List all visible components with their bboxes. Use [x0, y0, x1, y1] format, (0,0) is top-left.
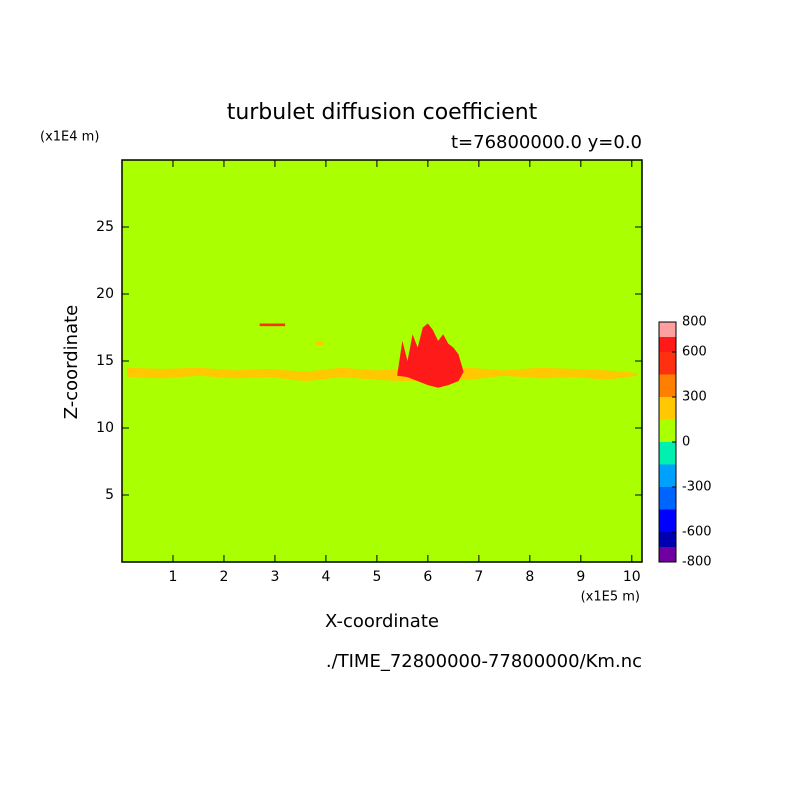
- colorbar-tick-label: 300: [682, 390, 707, 405]
- y-tick-label: 20: [96, 286, 114, 302]
- y-unit: (x1E4 m): [40, 130, 99, 145]
- colorbar-tick-label: 0: [682, 435, 690, 450]
- x-tick-label: 6: [423, 569, 432, 585]
- x-unit: (x1E5 m): [581, 590, 640, 605]
- colorbar-tick-label: -600: [682, 525, 712, 540]
- colorbar-segment: [659, 322, 676, 337]
- background-field: [122, 160, 642, 562]
- x-tick-label: 5: [372, 569, 381, 585]
- colorbar-segment: [659, 509, 676, 532]
- colorbar-tick-label: 800: [682, 315, 707, 330]
- contour-patch: [127, 367, 637, 382]
- colorbar-segment: [659, 442, 676, 465]
- y-tick-label: 25: [96, 219, 114, 235]
- footer: ./TIME_72800000-77800000/Km.nc: [326, 651, 642, 672]
- contour-patch: [259, 323, 286, 327]
- x-tick-label: 4: [321, 569, 330, 585]
- y-tick-label: 5: [105, 487, 114, 503]
- colorbar-segment: [659, 464, 676, 487]
- x-axis-label: X-coordinate: [325, 611, 439, 632]
- x-tick-label: 3: [270, 569, 279, 585]
- y-tick-label: 15: [96, 353, 114, 369]
- x-tick-label: 1: [169, 569, 178, 585]
- x-tick-label: 2: [219, 569, 228, 585]
- colorbar-tick-label: -300: [682, 480, 712, 495]
- colorbar-segment: [659, 487, 676, 510]
- colorbar-segment: [659, 532, 676, 547]
- colorbar-tick-label: -800: [682, 555, 712, 570]
- y-axis-label: Z-coordinate: [61, 305, 82, 420]
- contour-patch: [315, 340, 324, 345]
- colorbar-segment: [659, 374, 676, 397]
- y-tick-label: 10: [96, 420, 114, 436]
- x-tick-label: 8: [525, 569, 534, 585]
- colorbar-segment: [659, 419, 676, 442]
- colorbar-segment: [659, 337, 676, 352]
- colorbar-segment: [659, 352, 676, 375]
- x-tick-label: 10: [623, 569, 641, 585]
- x-tick-label: 7: [474, 569, 483, 585]
- chart-title: turbulet diffusion coefficient: [227, 100, 538, 125]
- colorbar-segment: [659, 397, 676, 420]
- x-tick-label: 9: [576, 569, 585, 585]
- colorbar-segment: [659, 547, 676, 562]
- subtitle: t=76800000.0 y=0.0: [451, 132, 642, 153]
- contour-patch: [397, 323, 464, 388]
- colorbar-tick-label: 600: [682, 345, 707, 360]
